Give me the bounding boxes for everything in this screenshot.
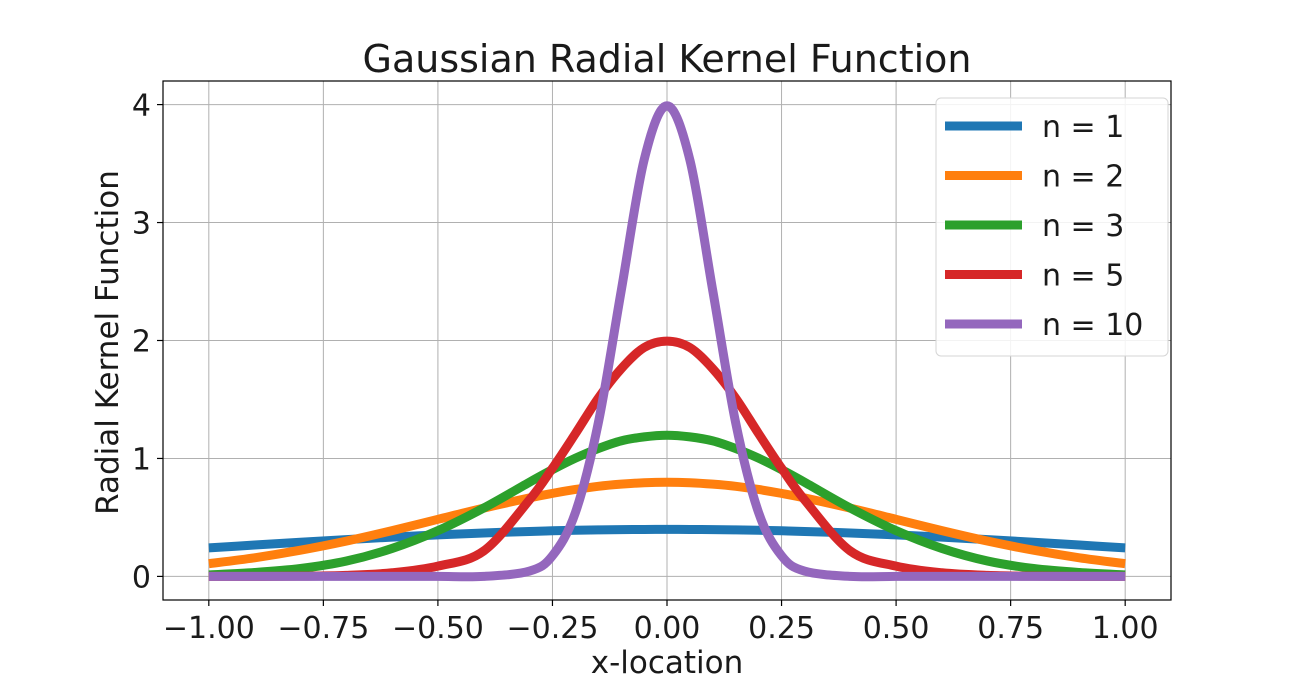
x-tick-label: 1.00 xyxy=(1092,611,1159,646)
legend: n = 1 n = 2 n = 3 n = 5 n = 10 xyxy=(935,97,1169,357)
x-tick-label: −0.25 xyxy=(506,611,598,646)
legend-label: n = 2 xyxy=(1042,160,1124,195)
y-tick-label: 4 xyxy=(132,89,151,124)
y-tick-label: 1 xyxy=(132,442,151,477)
series-layer xyxy=(208,101,1126,582)
x-axis: −1.00 −0.75 −0.50 −0.25 0.00 0.25 0.50 0.75 1.00 xyxy=(163,600,1159,646)
y-axis: 0 1 2 3 4 xyxy=(132,89,163,595)
x-tick-label: 0.75 xyxy=(977,611,1044,646)
series-line-3 xyxy=(208,430,1126,580)
chart-title: Gaussian Radial Kernel Function xyxy=(363,37,972,81)
y-tick-label: 3 xyxy=(132,207,151,242)
x-tick-label: −0.50 xyxy=(392,611,484,646)
legend-label: n = 5 xyxy=(1042,259,1124,294)
series-line-2 xyxy=(208,477,1126,569)
legend-box xyxy=(935,97,1169,357)
x-tick-label: 0.00 xyxy=(634,611,701,646)
x-tick-label: −1.00 xyxy=(163,611,255,646)
x-axis-label: x-location xyxy=(591,645,744,674)
series-line-5 xyxy=(208,101,1126,582)
x-tick-label: −0.75 xyxy=(277,611,369,646)
y-tick-label: 0 xyxy=(132,560,151,595)
x-tick-label: 0.25 xyxy=(748,611,815,646)
x-tick-label: 0.50 xyxy=(863,611,930,646)
y-axis-label: Radial Kernel Function xyxy=(90,170,126,515)
series-line-1 xyxy=(208,524,1126,553)
y-tick-label: 2 xyxy=(132,325,151,360)
series-line-4 xyxy=(208,336,1126,581)
legend-label: n = 1 xyxy=(1042,110,1124,145)
legend-label: n = 3 xyxy=(1042,209,1124,244)
legend-label: n = 10 xyxy=(1042,308,1143,343)
